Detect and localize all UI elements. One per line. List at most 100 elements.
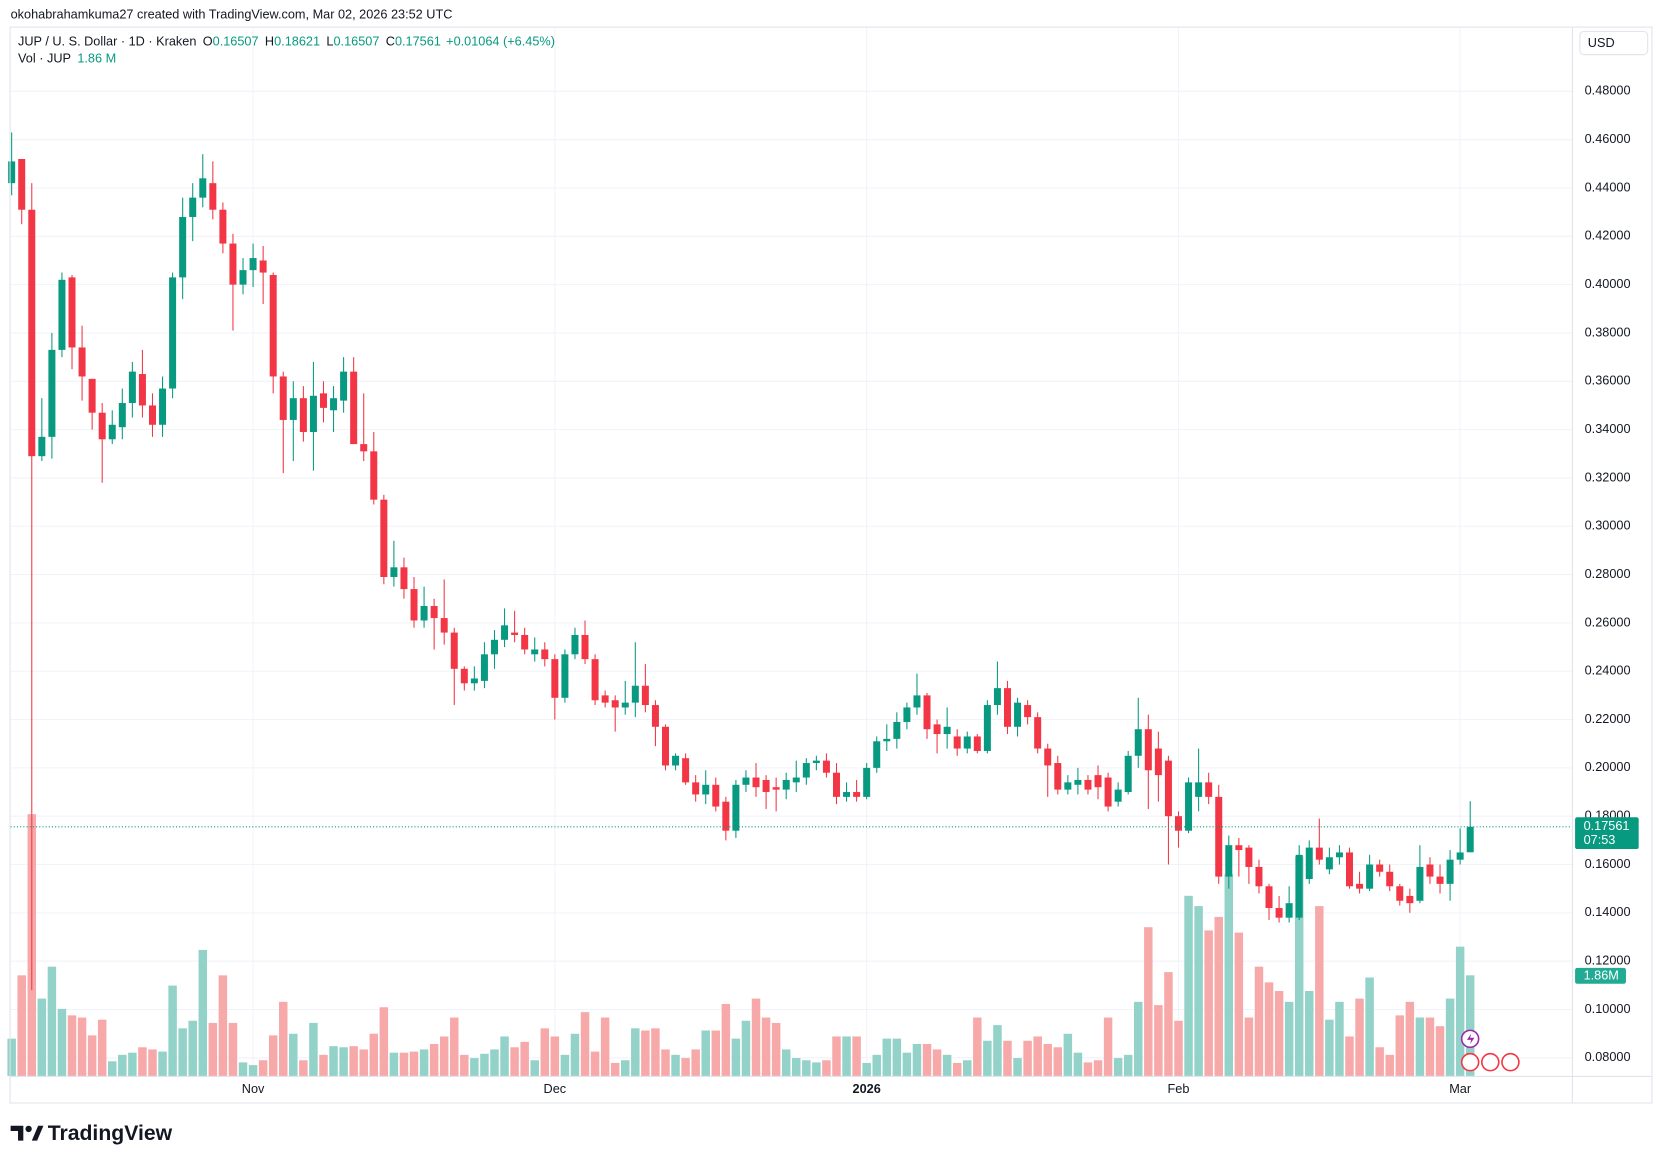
- event-icon[interactable]: [1481, 1052, 1500, 1072]
- volume-bar: [1013, 1058, 1022, 1076]
- volume-bar: [1365, 977, 1374, 1076]
- candle-body: [732, 784, 740, 831]
- candle-body: [883, 738, 891, 742]
- candle-body: [1255, 866, 1263, 887]
- volume-bar: [1274, 991, 1284, 1076]
- currency[interactable]: USD: [1588, 35, 1615, 50]
- candle-body: [913, 695, 921, 708]
- volume-bar: [1083, 1062, 1093, 1076]
- candle-body: [350, 371, 358, 445]
- candle-body: [561, 654, 569, 698]
- volume-bar: [1053, 1047, 1063, 1076]
- volume-bar: [450, 1017, 459, 1076]
- volume-bar: [1385, 1054, 1394, 1076]
- event-icons: [1460, 1029, 1520, 1072]
- candle-body: [1396, 886, 1404, 901]
- candle-body: [410, 589, 418, 621]
- volume-bar: [530, 1060, 539, 1076]
- candle-body: [621, 702, 629, 708]
- candle-body: [782, 779, 790, 790]
- volume-bar: [369, 1033, 379, 1076]
- candle-body: [601, 695, 609, 703]
- y-tick-label: 0.28000: [1585, 566, 1631, 581]
- volume-bar: [1305, 991, 1314, 1076]
- volume-bar: [67, 1015, 77, 1076]
- volume-bar: [1214, 916, 1223, 1076]
- candle-body: [159, 388, 167, 425]
- volume-bar: [238, 1062, 248, 1076]
- candle-body: [430, 605, 438, 619]
- y-tick-label: 0.32000: [1585, 469, 1631, 484]
- x-tick-label: Mar: [1449, 1081, 1472, 1096]
- volume-bar: [600, 1017, 610, 1076]
- volume-bar: [1073, 1052, 1083, 1076]
- volume-bar: [610, 1062, 620, 1076]
- volume-bar: [158, 1051, 167, 1076]
- candle-body: [380, 499, 388, 577]
- candle-body: [1084, 779, 1092, 790]
- volume-bar: [1164, 972, 1173, 1076]
- candle-body: [289, 398, 297, 420]
- y-tick-label: 0.16000: [1585, 856, 1631, 871]
- volume-bar: [148, 1049, 157, 1076]
- symbol: JUP / U. S. Dollar · 1D · Kraken: [18, 34, 196, 49]
- candle-body: [199, 178, 207, 198]
- volume-bar: [208, 1022, 218, 1076]
- candle-body: [943, 726, 951, 735]
- event-icon[interactable]: [1460, 1052, 1480, 1072]
- candle-body: [1014, 702, 1022, 727]
- volume-bar: [1063, 1033, 1073, 1076]
- candle-body: [1054, 763, 1062, 790]
- volume-bar: [621, 1060, 630, 1076]
- volume-bar: [832, 1036, 841, 1076]
- volume-bar: [37, 998, 47, 1076]
- candle-body: [1386, 871, 1394, 887]
- candle-body: [279, 376, 287, 420]
- ohlc-label: C: [386, 34, 395, 49]
- volume-bar: [329, 1046, 338, 1076]
- candle-body: [1164, 760, 1172, 817]
- candle-body: [501, 625, 509, 640]
- candle-body: [822, 760, 830, 773]
- candle-body: [1215, 796, 1223, 877]
- credit: okohabrahamkuma27 created with TradingVi…: [11, 6, 453, 21]
- volume-bar: [631, 1028, 640, 1076]
- volume-bar: [17, 975, 26, 1076]
- volume-bar: [77, 1017, 87, 1076]
- volume-bar: [1174, 1020, 1183, 1076]
- candle-body: [521, 634, 529, 650]
- candle-body: [1295, 854, 1303, 918]
- candle-body: [611, 700, 619, 708]
- candle-body: [1245, 847, 1253, 867]
- candle-body: [853, 792, 861, 797]
- candle-body: [460, 668, 468, 684]
- candle-body: [1024, 705, 1032, 718]
- candle-body: [309, 395, 317, 433]
- candle-body: [802, 763, 810, 778]
- volume-bar: [339, 1047, 348, 1076]
- candle-body: [1406, 895, 1414, 904]
- volume-bar: [409, 1051, 419, 1076]
- candle-body: [78, 347, 86, 377]
- volume-bar: [1194, 906, 1203, 1076]
- volume-bar: [993, 1025, 1002, 1076]
- candle-body: [923, 695, 931, 730]
- candle-body: [370, 451, 378, 500]
- volume-bar: [952, 1062, 962, 1076]
- volume-bar: [268, 1035, 278, 1076]
- candle-body: [360, 444, 368, 452]
- candle-body: [1416, 866, 1424, 901]
- volume-bar: [852, 1036, 861, 1076]
- volume-bar: [711, 1030, 721, 1076]
- volume-bar: [1315, 906, 1324, 1076]
- candle-body: [1185, 782, 1193, 831]
- volume-bar: [128, 1052, 137, 1076]
- volume-bar: [1033, 1036, 1042, 1076]
- event-icon[interactable]: [1501, 1052, 1520, 1072]
- candle-body: [330, 398, 338, 411]
- y-tick-label: 0.24000: [1585, 663, 1631, 678]
- candle-body: [953, 736, 961, 749]
- currency-button[interactable]: [1579, 30, 1649, 56]
- volume-bar: [439, 1036, 449, 1076]
